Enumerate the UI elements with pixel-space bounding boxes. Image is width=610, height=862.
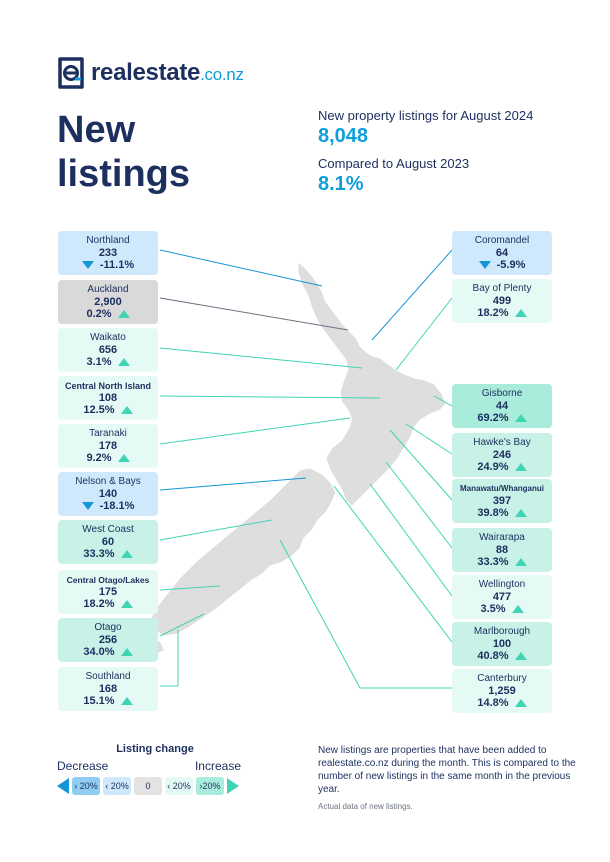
stat-label-listings: New property listings for August 2024: [318, 108, 534, 123]
increase-triangle-icon: [117, 310, 130, 318]
connector-bay-of-plenty: [395, 297, 453, 371]
region-card-nelson: Nelson & Bays 140 -18.1%: [58, 472, 158, 516]
left-arrow-icon: [57, 778, 69, 794]
increase-triangle-icon: [120, 600, 133, 608]
region-card-bay-of-plenty: Bay of Plenty 499 18.2%: [452, 279, 552, 323]
connector-northland: [159, 249, 323, 287]
footnote-small: Actual data of new listings.: [318, 802, 413, 811]
stat-value-compare: 8.1%: [318, 173, 364, 195]
right-arrow-icon: [227, 778, 239, 794]
stat-label-compare: Compared to August 2023: [318, 156, 470, 171]
connector-west-coast: [159, 519, 273, 541]
region-card-northland: Northland 233 -11.1%: [58, 231, 158, 275]
legend-scale: › 20% ‹ 20% 0 ‹ 20% ›20%: [57, 777, 257, 795]
region-card-manawatu: Manawatu/Whanganui 397 39.8%: [452, 479, 552, 523]
connector-auckland: [159, 297, 349, 331]
connector-taranaki: [159, 417, 351, 445]
page-title: New listings: [57, 109, 191, 195]
increase-triangle-icon: [514, 509, 527, 517]
connector-gisborne: [433, 395, 453, 407]
region-card-wairarapa: Wairarapa 88 33.3%: [452, 528, 552, 572]
increase-triangle-icon: [514, 652, 527, 660]
connector-central-north-island: [159, 395, 381, 399]
increase-triangle-icon: [514, 463, 527, 471]
logo-wordmark: realestate.co.nz: [91, 59, 244, 86]
legend-step-zero: 0: [134, 777, 162, 795]
decrease-triangle-icon: [478, 261, 491, 269]
brand-logo: realestate.co.nz: [57, 56, 244, 90]
legend-increase-label: Increase: [194, 759, 241, 773]
region-card-auckland: Auckland 2,900 0.2%: [58, 280, 158, 324]
region-card-west-coast: West Coast 60 33.3%: [58, 520, 158, 564]
connector-central-otago: [159, 585, 221, 591]
region-card-canterbury: Canterbury 1,259 14.8%: [452, 669, 552, 713]
region-card-waikato: Waikato 656 3.1%: [58, 328, 158, 372]
legend-title: Listing change: [116, 743, 194, 755]
listing-change-legend: Listing change Decrease Increase › 20% ‹…: [57, 743, 257, 795]
stat-value-listings: 8,048: [318, 125, 369, 147]
region-card-southland: Southland 168 15.1%: [58, 667, 158, 711]
summary-stats: New property listings for August 2024 8,…: [318, 108, 533, 204]
region-card-central-north-island: Central North Island 108 12.5%: [58, 376, 158, 420]
region-card-marlborough: Marlborough 100 40.8%: [452, 622, 552, 666]
connector-canterbury-b: [279, 539, 361, 689]
legend-step-strong-decrease: › 20%: [72, 777, 100, 795]
region-card-coromandel: Coromandel 64 -5.9%: [452, 231, 552, 275]
region-card-central-otago: Central Otago/Lakes 175 18.2%: [58, 570, 158, 614]
legend-step-strong-increase: ›20%: [196, 777, 224, 795]
increase-triangle-icon: [514, 558, 527, 566]
region-card-taranaki: Taranaki 178 9.2%: [58, 424, 158, 468]
legend-decrease-label: Decrease: [57, 759, 109, 773]
connector-hawkes-bay: [405, 423, 453, 455]
logo-icon: [58, 57, 84, 89]
connector-manawatu: [389, 429, 453, 501]
connector-nelson: [159, 477, 307, 491]
increase-triangle-icon: [117, 358, 130, 366]
increase-triangle-icon: [514, 699, 527, 707]
footnote-text: New listings are properties that have be…: [318, 745, 576, 795]
increase-triangle-icon: [120, 697, 133, 705]
increase-triangle-icon: [514, 414, 527, 422]
region-card-wellington: Wellington 477 3.5%: [452, 575, 552, 619]
connector-coromandel: [371, 249, 453, 341]
north-island-shape: [297, 261, 447, 507]
connector-waikato: [159, 347, 363, 369]
connector-otago: [159, 613, 205, 637]
south-island-shape: [149, 467, 337, 637]
decrease-triangle-icon: [81, 261, 94, 269]
increase-triangle-icon: [120, 406, 133, 414]
footnote: New listings are properties that have be…: [318, 744, 580, 813]
region-card-otago: Otago 256 34.0%: [58, 618, 158, 662]
connector-marlborough: [333, 485, 453, 643]
decrease-triangle-icon: [81, 502, 94, 510]
increase-triangle-icon: [511, 605, 524, 613]
increase-triangle-icon: [120, 550, 133, 558]
region-card-hawkes-bay: Hawke's Bay 246 24.9%: [452, 433, 552, 477]
increase-triangle-icon: [514, 309, 527, 317]
connector-wairarapa: [385, 461, 453, 549]
region-card-gisborne: Gisborne 44 69.2%: [452, 384, 552, 428]
legend-step-increase: ‹ 20%: [165, 777, 193, 795]
increase-triangle-icon: [120, 648, 133, 656]
increase-triangle-icon: [117, 454, 130, 462]
connector-wellington: [369, 483, 453, 597]
legend-step-decrease: ‹ 20%: [103, 777, 131, 795]
